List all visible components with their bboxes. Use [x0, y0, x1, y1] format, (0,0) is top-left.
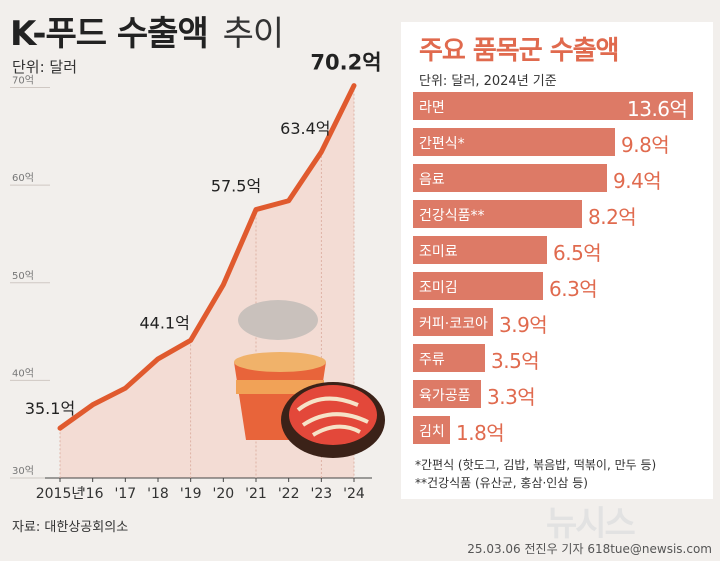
bar — [413, 164, 607, 192]
panel-subtitle: 단위: 달러, 2024년 기준 — [419, 74, 557, 89]
x-tick-label: '20 — [212, 486, 234, 502]
bar — [413, 308, 493, 336]
bar — [413, 236, 547, 264]
bar-value-label: 3.9억 — [499, 313, 548, 337]
x-tick-label: '16 — [82, 486, 104, 502]
bar — [413, 92, 693, 120]
x-tick-label: '21 — [245, 486, 267, 502]
value-label: 70.2억 — [310, 51, 381, 75]
bar-label: 음료 — [419, 172, 445, 188]
x-tick-label: 2015년 — [36, 486, 85, 502]
x-tick-label: '23 — [310, 486, 332, 502]
footnote-2: **건강식품 (유산균, 홍삼·인삼 등) — [415, 476, 588, 490]
bar-value-label: 3.5억 — [491, 349, 540, 373]
credit-label: 25.03.06 전진우 기자 618tue@newsis.com — [467, 542, 712, 556]
bar — [413, 272, 543, 300]
value-label: 35.1억 — [25, 399, 75, 418]
bar-label: 조미료 — [419, 244, 458, 260]
data-point — [319, 149, 324, 154]
unit-label: 단위: 달러 — [12, 58, 78, 76]
data-point — [254, 207, 258, 212]
bar-value-label: 1.8억 — [456, 421, 505, 445]
footnotes: *간편식 (핫도그, 김밥, 볶음밥, 떡볶이, 만두 등) **건강식품 (유… — [415, 456, 656, 492]
cabbage-icon — [296, 396, 369, 437]
source-label: 자료: 대한상공회의소 — [12, 520, 129, 535]
data-point — [123, 386, 128, 391]
value-label: 63.4억 — [280, 119, 330, 138]
x-tick-label: '18 — [147, 486, 169, 502]
bar-value-label: 6.5억 — [553, 241, 602, 265]
food-illustration — [234, 300, 385, 458]
x-tick-label: '19 — [180, 486, 202, 502]
bar-label: 커피·코코아 — [419, 316, 488, 332]
data-point — [352, 83, 356, 88]
bar-value-label: 13.6억 — [627, 97, 688, 121]
bar-value-label: 9.8억 — [621, 133, 670, 157]
export-trend-chart: 30억 40억 50억 60억 70억 2015년'16 '17 '18 '19 '20 '21 '2… — [10, 51, 385, 502]
footnote-1: *간편식 (핫도그, 김밥, 볶음밥, 떡볶이, 만두 등) — [415, 458, 657, 472]
bar — [413, 128, 615, 156]
bar-value-label: 3.3억 — [487, 385, 536, 409]
panel-title: 주요 품목군 수출액 — [419, 36, 619, 66]
bar-label: 주류 — [419, 352, 445, 368]
watermark-logo: 뉴시스 — [546, 504, 636, 544]
x-tick-label: '17 — [114, 486, 136, 502]
title-light: 추이 — [222, 14, 285, 54]
bar — [413, 416, 450, 444]
data-point — [58, 426, 62, 431]
value-label: 57.5억 — [211, 177, 261, 196]
bar-value-label: 6.3억 — [549, 277, 598, 301]
value-label: 44.1억 — [139, 313, 189, 332]
title-main: K-푸드 수출액 — [10, 14, 209, 54]
bar — [413, 380, 481, 408]
bar-label: 라면 — [419, 100, 445, 116]
data-point — [90, 402, 95, 407]
data-point — [188, 338, 193, 343]
bar-label: 조미김 — [419, 280, 458, 296]
page-title: K-푸드 수출액 추이 — [10, 6, 285, 55]
y-tick-label: 70억 — [12, 75, 34, 87]
lid-icon — [238, 300, 318, 340]
data-point — [156, 356, 160, 361]
bar-value-label: 8.2억 — [588, 205, 637, 229]
bar — [413, 200, 582, 228]
data-point — [286, 198, 291, 203]
bar — [413, 344, 485, 372]
y-tick-label: 60억 — [12, 172, 34, 184]
x-tick-label: '22 — [278, 486, 300, 502]
y-tick-label: 30억 — [12, 465, 34, 477]
x-tick-label: '24 — [343, 486, 365, 502]
bar-label: 육가공품 — [419, 388, 471, 404]
bar-label: 간편식* — [419, 136, 465, 152]
export-line — [57, 83, 357, 431]
data-point — [221, 282, 226, 287]
bar-value-label: 9.4억 — [613, 169, 662, 193]
y-tick-label: 50억 — [12, 270, 34, 282]
bar-label: 건강식품** — [419, 208, 485, 224]
y-tick-label: 40억 — [12, 367, 34, 379]
noodle-icon — [234, 352, 326, 372]
bar-label: 김치 — [419, 424, 445, 440]
